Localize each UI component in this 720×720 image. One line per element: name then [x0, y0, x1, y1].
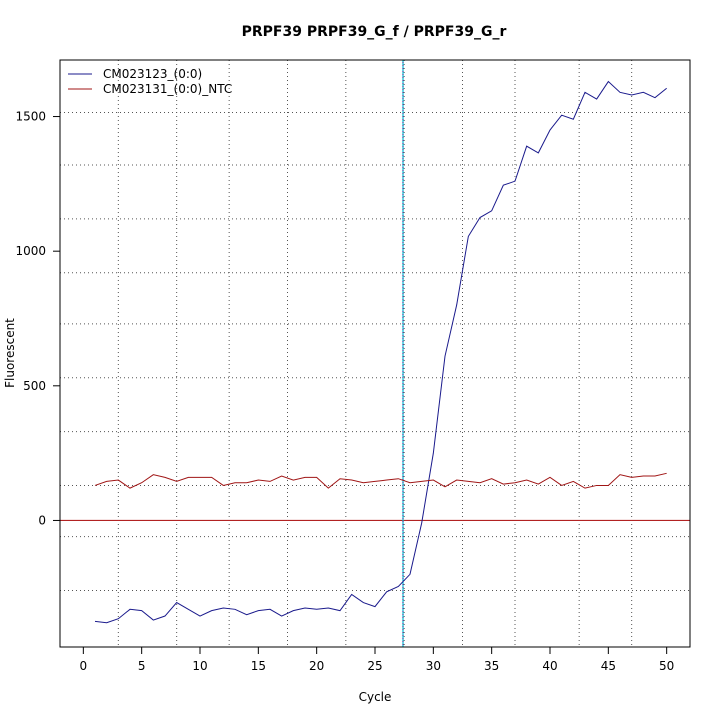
- x-tick-label: 40: [542, 659, 557, 673]
- chart-title: PRPF39 PRPF39_G_f / PRPF39_G_r: [242, 24, 507, 40]
- series-layer: [60, 60, 690, 647]
- x-tick-label: 35: [484, 659, 499, 673]
- legend-label-2: CM023131_(0:0)_NTC: [103, 82, 232, 96]
- x-tick-label: 20: [309, 659, 324, 673]
- x-tick-label: 25: [367, 659, 382, 673]
- x-tick-label: 50: [659, 659, 674, 673]
- y-tick-label: 1000: [15, 244, 46, 258]
- x-tick-label: 15: [251, 659, 266, 673]
- x-tick-label: 45: [601, 659, 616, 673]
- x-axis-label: Cycle: [359, 690, 392, 704]
- legend-label-1: CM023123_(0:0): [103, 67, 202, 81]
- x-tick-label: 0: [80, 659, 88, 673]
- x-tick-label: 10: [192, 659, 207, 673]
- legend: CM023123_(0:0)CM023131_(0:0)_NTC: [68, 67, 232, 96]
- series-line-1: [94, 80, 667, 624]
- plot-frame: [59, 59, 691, 648]
- x-tick-label: 30: [426, 659, 441, 673]
- series-line-2: [94, 472, 667, 489]
- y-tick-label: 0: [38, 513, 46, 527]
- y-tick-label: 500: [23, 379, 46, 393]
- grid: [60, 60, 690, 647]
- y-axis-label: Fluorescent: [3, 318, 17, 388]
- y-tick-label: 1500: [15, 110, 46, 124]
- x-tick-label: 5: [138, 659, 146, 673]
